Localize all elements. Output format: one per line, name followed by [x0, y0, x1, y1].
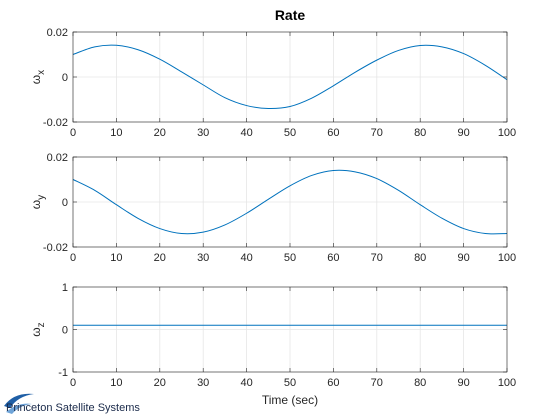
- x-tick-label: 40: [240, 252, 252, 264]
- x-tick-label: 40: [240, 127, 252, 139]
- logo-swoosh-icon: [4, 393, 34, 408]
- y-axis-label: ωy: [29, 195, 47, 209]
- y-tick-label: 0: [62, 197, 68, 209]
- x-tick-label: 40: [240, 377, 252, 389]
- y-label-symbol: ω: [29, 200, 43, 209]
- x-tick-label: 50: [284, 252, 296, 264]
- y-axis-label: ωz: [29, 322, 47, 336]
- y-tick-label: 0.02: [47, 27, 68, 39]
- y-tick-label: 0.02: [47, 152, 68, 164]
- x-tick-label: 70: [371, 377, 383, 389]
- x-tick-label: 90: [457, 127, 469, 139]
- x-tick-label: 30: [197, 377, 209, 389]
- x-tick-label: 90: [457, 252, 469, 264]
- series-line-0: [72, 169, 508, 235]
- x-tick-label: 30: [197, 127, 209, 139]
- x-axis-label: Time (sec): [262, 393, 318, 407]
- y-tick-label: -0.02: [43, 117, 68, 129]
- x-tick-label: 10: [110, 252, 122, 264]
- x-tick-label: 60: [327, 252, 339, 264]
- series-line-0: [72, 44, 508, 110]
- x-tick-label: 80: [414, 127, 426, 139]
- x-tick-label: 100: [498, 127, 516, 139]
- y-tick-label: 0: [62, 325, 68, 337]
- psi-logo: Princeton Satellite Systems: [4, 393, 140, 414]
- chart-title: Rate: [275, 7, 306, 23]
- x-tick-label: 70: [371, 127, 383, 139]
- x-tick-label: 100: [498, 377, 516, 389]
- x-tick-label: 30: [197, 252, 209, 264]
- x-tick-label: 60: [327, 127, 339, 139]
- x-tick-label: 20: [154, 252, 166, 264]
- x-tick-label: 0: [70, 127, 76, 139]
- y-axis-label: ωx: [29, 70, 47, 84]
- y-tick-label: 0: [62, 72, 68, 84]
- x-tick-label: 70: [371, 252, 383, 264]
- x-tick-label: 10: [110, 127, 122, 139]
- y-label-symbol: ω: [29, 75, 43, 84]
- x-tick-label: 90: [457, 377, 469, 389]
- x-tick-label: 100: [498, 252, 516, 264]
- x-tick-label: 0: [70, 377, 76, 389]
- y-tick-label: 1: [62, 282, 68, 294]
- x-tick-label: 60: [327, 377, 339, 389]
- y-label-subscript: x: [36, 70, 47, 75]
- y-label-subscript: z: [36, 322, 47, 327]
- x-tick-label: 0: [70, 252, 76, 264]
- logo-text: Princeton Satellite Systems: [6, 402, 140, 414]
- x-tick-label: 80: [414, 377, 426, 389]
- x-tick-label: 10: [110, 377, 122, 389]
- y-tick-label: -1: [58, 367, 68, 379]
- x-tick-label: 80: [414, 252, 426, 264]
- x-tick-label: 50: [284, 377, 296, 389]
- y-tick-label: -0.02: [43, 242, 68, 254]
- y-label-subscript: y: [36, 195, 47, 200]
- x-tick-label: 20: [154, 127, 166, 139]
- x-tick-label: 50: [284, 127, 296, 139]
- x-tick-label: 20: [154, 377, 166, 389]
- y-label-symbol: ω: [29, 327, 43, 336]
